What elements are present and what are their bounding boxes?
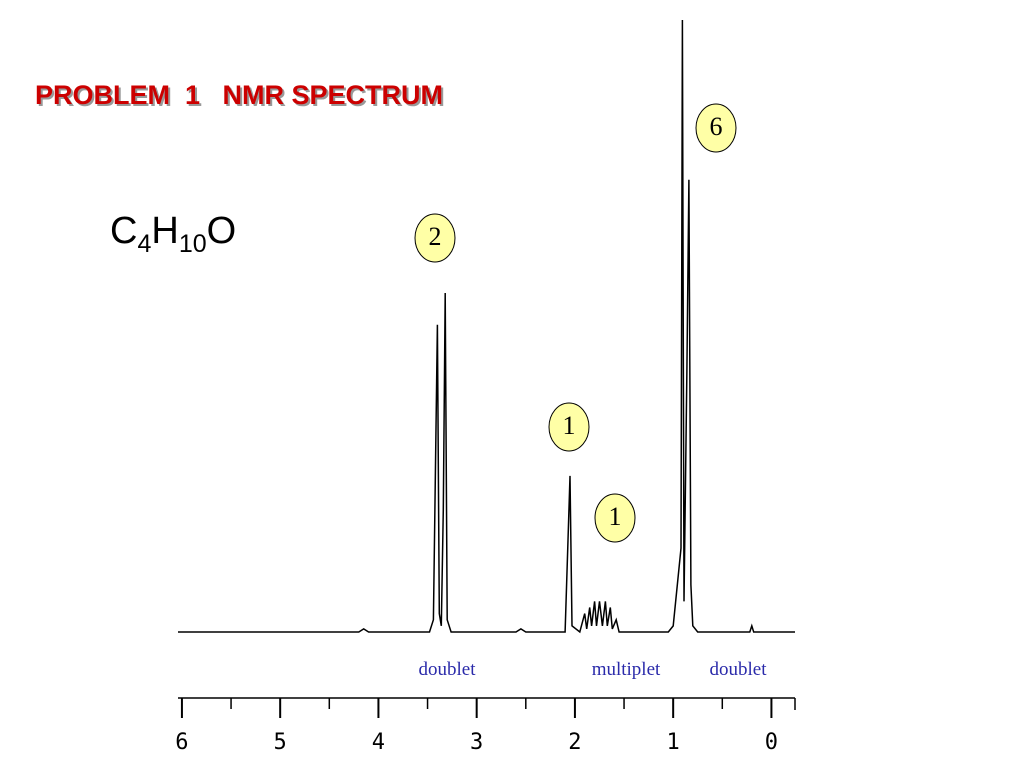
integration-bubble	[695, 103, 737, 153]
title: PROBLEM 1 NMR SPECTRUM	[35, 80, 443, 110]
formula: C4H10O	[110, 210, 236, 258]
multiplicity-label: doublet	[710, 659, 768, 680]
title-shadow: PROBLEM 1 NMR SPECTRUM	[37, 82, 445, 112]
formula-element: C	[110, 210, 137, 252]
x-tick-label: 0	[765, 730, 778, 755]
integration-bubble	[548, 402, 590, 452]
formula-subscript: 4	[137, 230, 151, 258]
formula-element: H	[151, 210, 178, 252]
multiplicity-label: doublet	[419, 659, 477, 680]
integration-bubble	[594, 493, 636, 543]
integration-label: 1	[563, 411, 576, 440]
x-tick-label: 2	[568, 730, 581, 755]
x-tick-label: 6	[175, 730, 188, 755]
integration-label: 6	[710, 112, 723, 141]
integration-label: 2	[429, 222, 442, 251]
x-tick-label: 3	[470, 730, 483, 755]
x-tick-label: 1	[667, 730, 680, 755]
x-tick-label: 4	[372, 730, 385, 755]
integration-bubble	[414, 213, 456, 263]
x-tick-label: 5	[274, 730, 287, 755]
formula-subscript: 10	[179, 230, 207, 258]
multiplicity-label: multiplet	[592, 659, 661, 680]
spectrum-line	[178, 19, 795, 634]
integration-label: 1	[609, 502, 622, 531]
formula-element: O	[207, 210, 237, 252]
